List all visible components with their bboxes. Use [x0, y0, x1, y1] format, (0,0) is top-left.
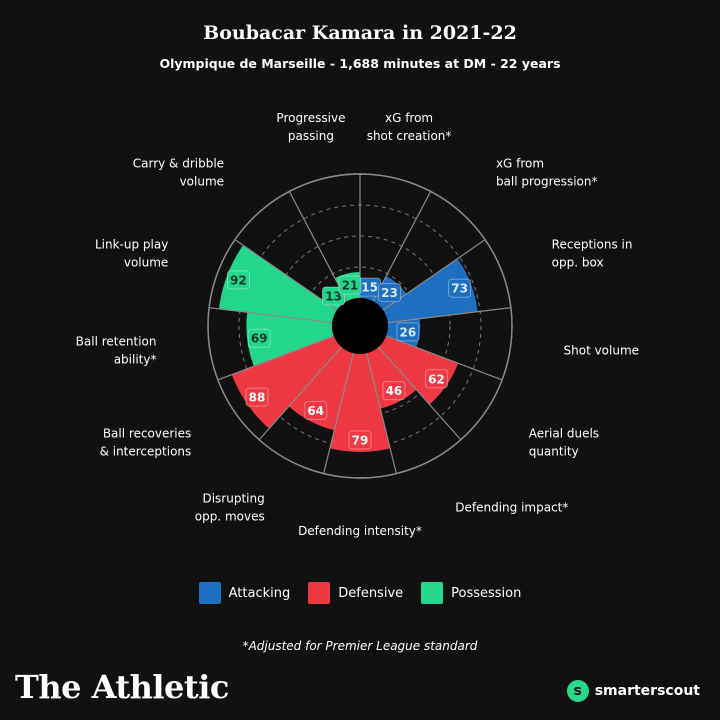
data-label: 73: [451, 282, 468, 296]
legend-item-attacking: Attacking: [198, 582, 291, 604]
data-label: 92: [230, 273, 247, 287]
legend-label-attacking: Attacking: [228, 585, 291, 601]
category-label: Defending impact*: [455, 501, 568, 515]
publisher-logo: The Athletic: [15, 668, 229, 706]
category-label: Defending intensity*: [298, 524, 422, 538]
data-label: 13: [325, 290, 342, 304]
category-label: Ball recoveries & interceptions: [100, 426, 192, 458]
category-label: xG from shot creation*: [367, 111, 452, 143]
data-label: 21: [342, 279, 359, 293]
legend-swatch-possession: [421, 582, 444, 604]
spoke: [258, 346, 342, 441]
category-label: Disrupting opp. moves: [195, 492, 265, 524]
legend-item-defensive: Defensive: [308, 582, 403, 604]
value-badge: [245, 387, 269, 407]
category-label: Aerial duels quantity: [529, 426, 599, 458]
value-badge: [226, 270, 250, 290]
chart-subtitle: Olympique de Marseille - 1,688 minutes a…: [159, 56, 561, 71]
spoke: [288, 191, 348, 302]
value-badge: [382, 381, 406, 401]
spoke: [234, 239, 338, 311]
data-label: 64: [307, 404, 324, 418]
legend-swatch-defensive: [308, 582, 331, 604]
value-badge: [247, 328, 271, 348]
category-label: Shot volume: [564, 344, 640, 358]
footnote: *Adjusted for Premier League standard: [242, 639, 478, 653]
bar-10: [218, 245, 337, 323]
data-label: 26: [400, 325, 417, 339]
data-label: 69: [251, 332, 268, 346]
value-badge: [448, 278, 472, 298]
spoke: [387, 307, 511, 324]
spoke: [209, 307, 333, 324]
spoke: [323, 353, 354, 474]
category-label: xG from ball progression*: [496, 157, 598, 189]
chart-title: Boubacar Kamara in 2021-22: [203, 22, 517, 44]
partner-name: smarterscout: [594, 683, 700, 699]
category-label: Receptions in opp. box: [552, 237, 633, 269]
bar-9: [246, 312, 334, 367]
legend-item-possession: Possession: [421, 582, 521, 604]
smarterscout-icon: s: [566, 680, 589, 702]
spoke: [366, 353, 397, 474]
value-badge: [338, 275, 362, 295]
category-label: Progressive passing: [276, 111, 345, 143]
legend-label-defensive: Defensive: [338, 585, 404, 601]
category-label: Link-up play volume: [95, 237, 168, 269]
spoke: [372, 191, 432, 302]
outer-ring: [207, 173, 513, 479]
category-label: Carry & dribble volume: [133, 157, 224, 189]
value-badge: [396, 322, 420, 342]
data-label: 15: [361, 281, 378, 295]
value-badge: [348, 430, 372, 450]
value-badge: [424, 369, 448, 389]
data-label: 62: [428, 372, 445, 386]
center-hole: [332, 298, 388, 354]
bar-2: [383, 258, 478, 323]
partner-logo: s smarterscout: [566, 680, 700, 702]
spoke: [378, 346, 462, 441]
value-badge: [304, 400, 328, 420]
spoke: [217, 335, 335, 381]
data-label: 88: [249, 391, 266, 405]
category-label: Ball retention ability*: [76, 335, 157, 367]
data-label: 46: [386, 384, 403, 398]
bar-6: [329, 353, 391, 452]
legend-swatch-attacking: [198, 582, 221, 604]
value-badge: [378, 283, 402, 303]
data-label: 23: [381, 286, 398, 300]
legend-label-possession: Possession: [451, 585, 522, 601]
data-label: 79: [352, 433, 369, 447]
legend: Attacking Defensive Possession: [0, 582, 720, 604]
spoke: [385, 335, 503, 381]
